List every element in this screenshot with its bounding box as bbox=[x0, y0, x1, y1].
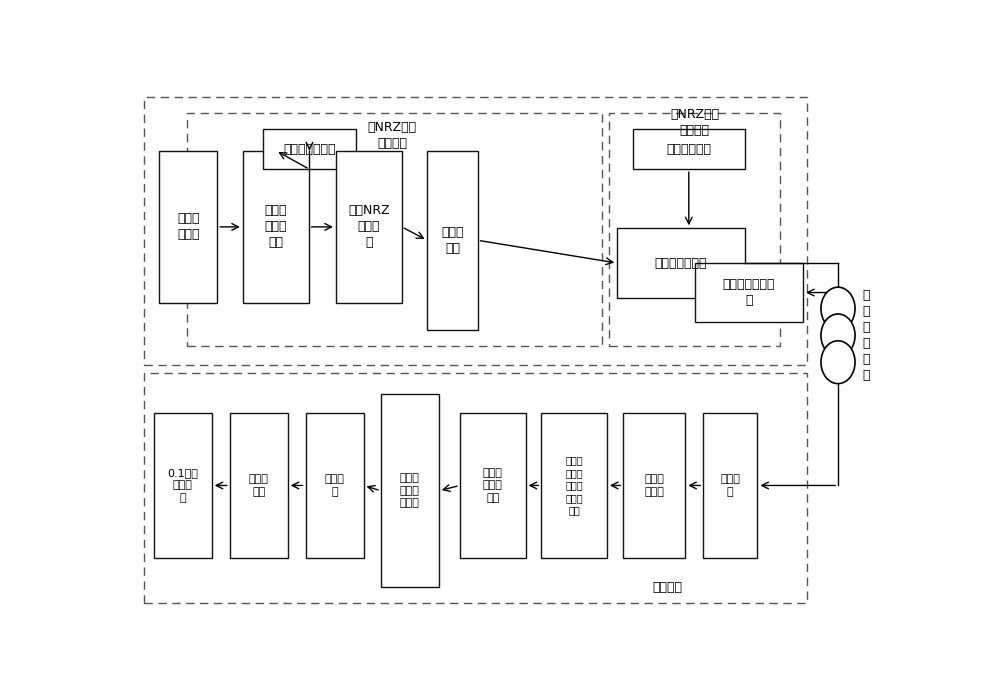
Bar bbox=[154, 413, 212, 557]
Bar bbox=[633, 129, 745, 169]
Text: 电NRZ信号
生成模块: 电NRZ信号 生成模块 bbox=[368, 121, 417, 150]
Bar bbox=[381, 395, 439, 587]
Text: 采样模
块: 采样模 块 bbox=[720, 474, 740, 497]
Bar bbox=[144, 373, 807, 603]
Text: 数字信
号模块: 数字信 号模块 bbox=[177, 212, 199, 242]
Text: 光NRZ信号
发射模块: 光NRZ信号 发射模块 bbox=[670, 108, 719, 136]
Ellipse shape bbox=[821, 287, 855, 330]
Ellipse shape bbox=[821, 341, 855, 383]
Bar bbox=[541, 413, 607, 557]
Text: 0.1数据
输出单
元: 0.1数据 输出单 元 bbox=[167, 468, 198, 503]
Bar bbox=[617, 228, 745, 298]
Bar bbox=[695, 263, 803, 322]
Bar bbox=[336, 150, 402, 303]
Bar bbox=[263, 129, 356, 169]
Text: 判决模
块: 判决模 块 bbox=[325, 474, 345, 497]
Bar bbox=[243, 150, 309, 303]
Text: 低带宽光电探测
器: 低带宽光电探测 器 bbox=[723, 278, 775, 307]
Ellipse shape bbox=[821, 314, 855, 357]
Bar bbox=[703, 413, 757, 557]
Text: 训练序列发生器: 训练序列发生器 bbox=[283, 143, 336, 156]
Text: 连续波激光器: 连续波激光器 bbox=[666, 143, 711, 156]
Text: 最优超
平面计
算模块: 最优超 平面计 算模块 bbox=[400, 473, 420, 508]
Bar bbox=[623, 413, 685, 557]
Bar bbox=[159, 150, 217, 303]
Bar bbox=[230, 413, 288, 557]
Bar bbox=[306, 413, 364, 557]
Text: 标
准
单
模
光
纤: 标 准 单 模 光 纤 bbox=[863, 289, 870, 382]
Bar bbox=[144, 97, 807, 365]
Text: 低带宽光调制器: 低带宽光调制器 bbox=[655, 257, 707, 269]
Bar bbox=[187, 113, 602, 346]
Text: 训练序
列插入
模块: 训练序 列插入 模块 bbox=[264, 205, 287, 249]
Text: 训练序
列提取
模块: 训练序 列提取 模块 bbox=[483, 468, 503, 503]
Bar bbox=[460, 413, 526, 557]
Text: 别采样
点提取
方差最
大化最
佳判: 别采样 点提取 方差最 大化最 佳判 bbox=[565, 456, 583, 515]
Text: 解调制
模块: 解调制 模块 bbox=[249, 474, 269, 497]
Text: 低通滤
波器: 低通滤 波器 bbox=[441, 226, 464, 255]
Text: 高速NRZ
调制模
块: 高速NRZ 调制模 块 bbox=[348, 205, 390, 249]
Text: 接收模块: 接收模块 bbox=[652, 580, 682, 594]
Text: 时间同
步模块: 时间同 步模块 bbox=[644, 474, 664, 497]
Bar bbox=[609, 113, 780, 346]
Bar bbox=[427, 150, 478, 330]
